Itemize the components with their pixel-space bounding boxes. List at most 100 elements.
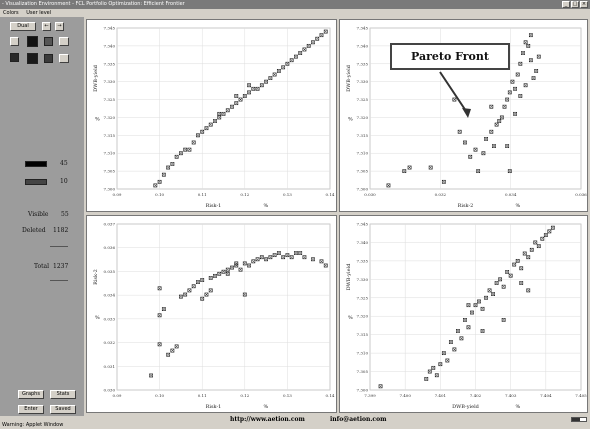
data-point [242,292,247,297]
y-axis-unit: % [348,117,353,123]
y-axis-unit: % [95,117,100,123]
data-point [438,362,443,367]
data-point [424,377,429,381]
scatter-plot-yield-vs-yield[interactable]: 7.300 7.305 7.310 7.315 7.320 7.325 7.330 7.335… [339,215,588,413]
saved-button[interactable]: Saved [50,405,76,414]
color-swatch-dark-1[interactable] [10,53,19,62]
marker-option-button[interactable] [59,54,69,63]
y-axis-label: DWB-yield [346,263,352,291]
menu-user-level[interactable]: User level [26,10,52,16]
data-point [378,384,383,389]
y-tick-label: 7.315 [357,133,369,138]
stats-divider-bottom [50,280,68,281]
scatter-plot-risk1-vs-yield[interactable]: 7.300 7.305 7.310 7.315 7.320 7.325 7.330 7.335… [86,19,337,212]
data-point [204,126,209,131]
data-point [157,286,162,291]
data-point [452,347,457,352]
x-tick-label: 7.401 [435,393,446,398]
menu-colors[interactable]: Colors [3,10,19,16]
data-point [489,129,494,134]
data-point [519,281,524,285]
data-point [200,129,205,134]
data-point [547,229,552,234]
data-point [428,165,433,170]
color-swatch-gray[interactable] [44,37,53,46]
y-tick-label: 7.300 [357,388,369,393]
maximize-button[interactable]: □ [571,1,579,8]
data-point [259,83,264,88]
x-tick-label: 0.13 [283,192,292,197]
data-point [242,261,247,266]
y-tick-label: 7.315 [104,133,116,138]
step-forward-button[interactable]: → [55,22,64,31]
data-point [470,310,474,315]
data-point [510,79,515,84]
color-swatch-black[interactable] [27,36,38,47]
data-point [463,140,467,145]
data-point [512,262,517,267]
x-axis-unit: % [264,203,269,209]
y-tick-label: 0.035 [104,269,116,274]
plot-area [116,27,331,190]
shape-mode-button[interactable]: Dual [10,22,36,31]
scroll-indicator[interactable] [571,417,587,422]
y-axis-label: DWB-yield [346,64,352,92]
data-point [468,154,473,159]
data-point [518,94,523,98]
data-point [183,292,188,297]
data-point [302,47,307,52]
data-point [513,111,517,116]
y-tick-label: 7.340 [104,43,116,48]
data-point [289,58,294,63]
data-point [294,251,298,255]
data-point [315,36,320,41]
website-link[interactable]: http://www.aetion.com [230,416,305,423]
color-swatch-dark-3[interactable] [44,54,53,63]
data-point [276,251,281,255]
data-point [492,144,496,148]
data-point [251,259,256,264]
data-point [526,288,531,293]
y-tick-label: 0.033 [104,316,116,321]
x-tick-label: 0.10 [155,393,164,398]
y-tick-label: 7.325 [104,97,116,102]
y-tick-label: 7.320 [104,115,116,120]
stats-button[interactable]: Stats [50,390,76,399]
data-point [494,122,499,127]
x-tick-label: 7.399 [364,393,376,398]
color-swatch-dark-2[interactable] [27,53,38,64]
data-point [494,281,499,285]
data-point [484,295,488,300]
y-tick-label: 7.300 [104,187,116,192]
data-point [161,172,166,177]
close-button[interactable]: × [580,1,588,8]
graphs-button[interactable]: Graphs [18,390,44,399]
data-point [323,29,328,34]
data-point [515,258,520,263]
marker-large-button[interactable] [59,37,69,46]
scatter-plot-risk1-vs-risk2[interactable]: 0.030 0.031 0.032 0.033 0.034 0.035 0.036 0.037… [86,215,337,413]
step-back-button[interactable]: ← [42,22,51,31]
data-point [183,147,188,152]
data-point [268,76,273,80]
data-point [174,154,179,159]
pareto-front-callout: Pareto Front [390,43,510,70]
data-point [285,61,290,66]
data-point [225,108,230,113]
minimize-button[interactable]: _ [562,1,570,8]
data-point [431,365,436,370]
data-point [217,115,222,120]
data-point [505,270,510,274]
marker-small-button[interactable] [10,37,19,46]
data-point [481,151,486,156]
data-point [179,151,183,156]
data-point [550,225,555,230]
x-axis-label: Risk-1 [206,404,222,410]
y-tick-label: 7.340 [357,240,369,245]
enter-button[interactable]: Enter [18,405,44,414]
y-tick-label: 0.036 [104,245,116,250]
email-link[interactable]: info@aetion.com [330,416,387,423]
data-point [187,288,192,293]
x-tick-label: 0.030 [364,192,376,197]
